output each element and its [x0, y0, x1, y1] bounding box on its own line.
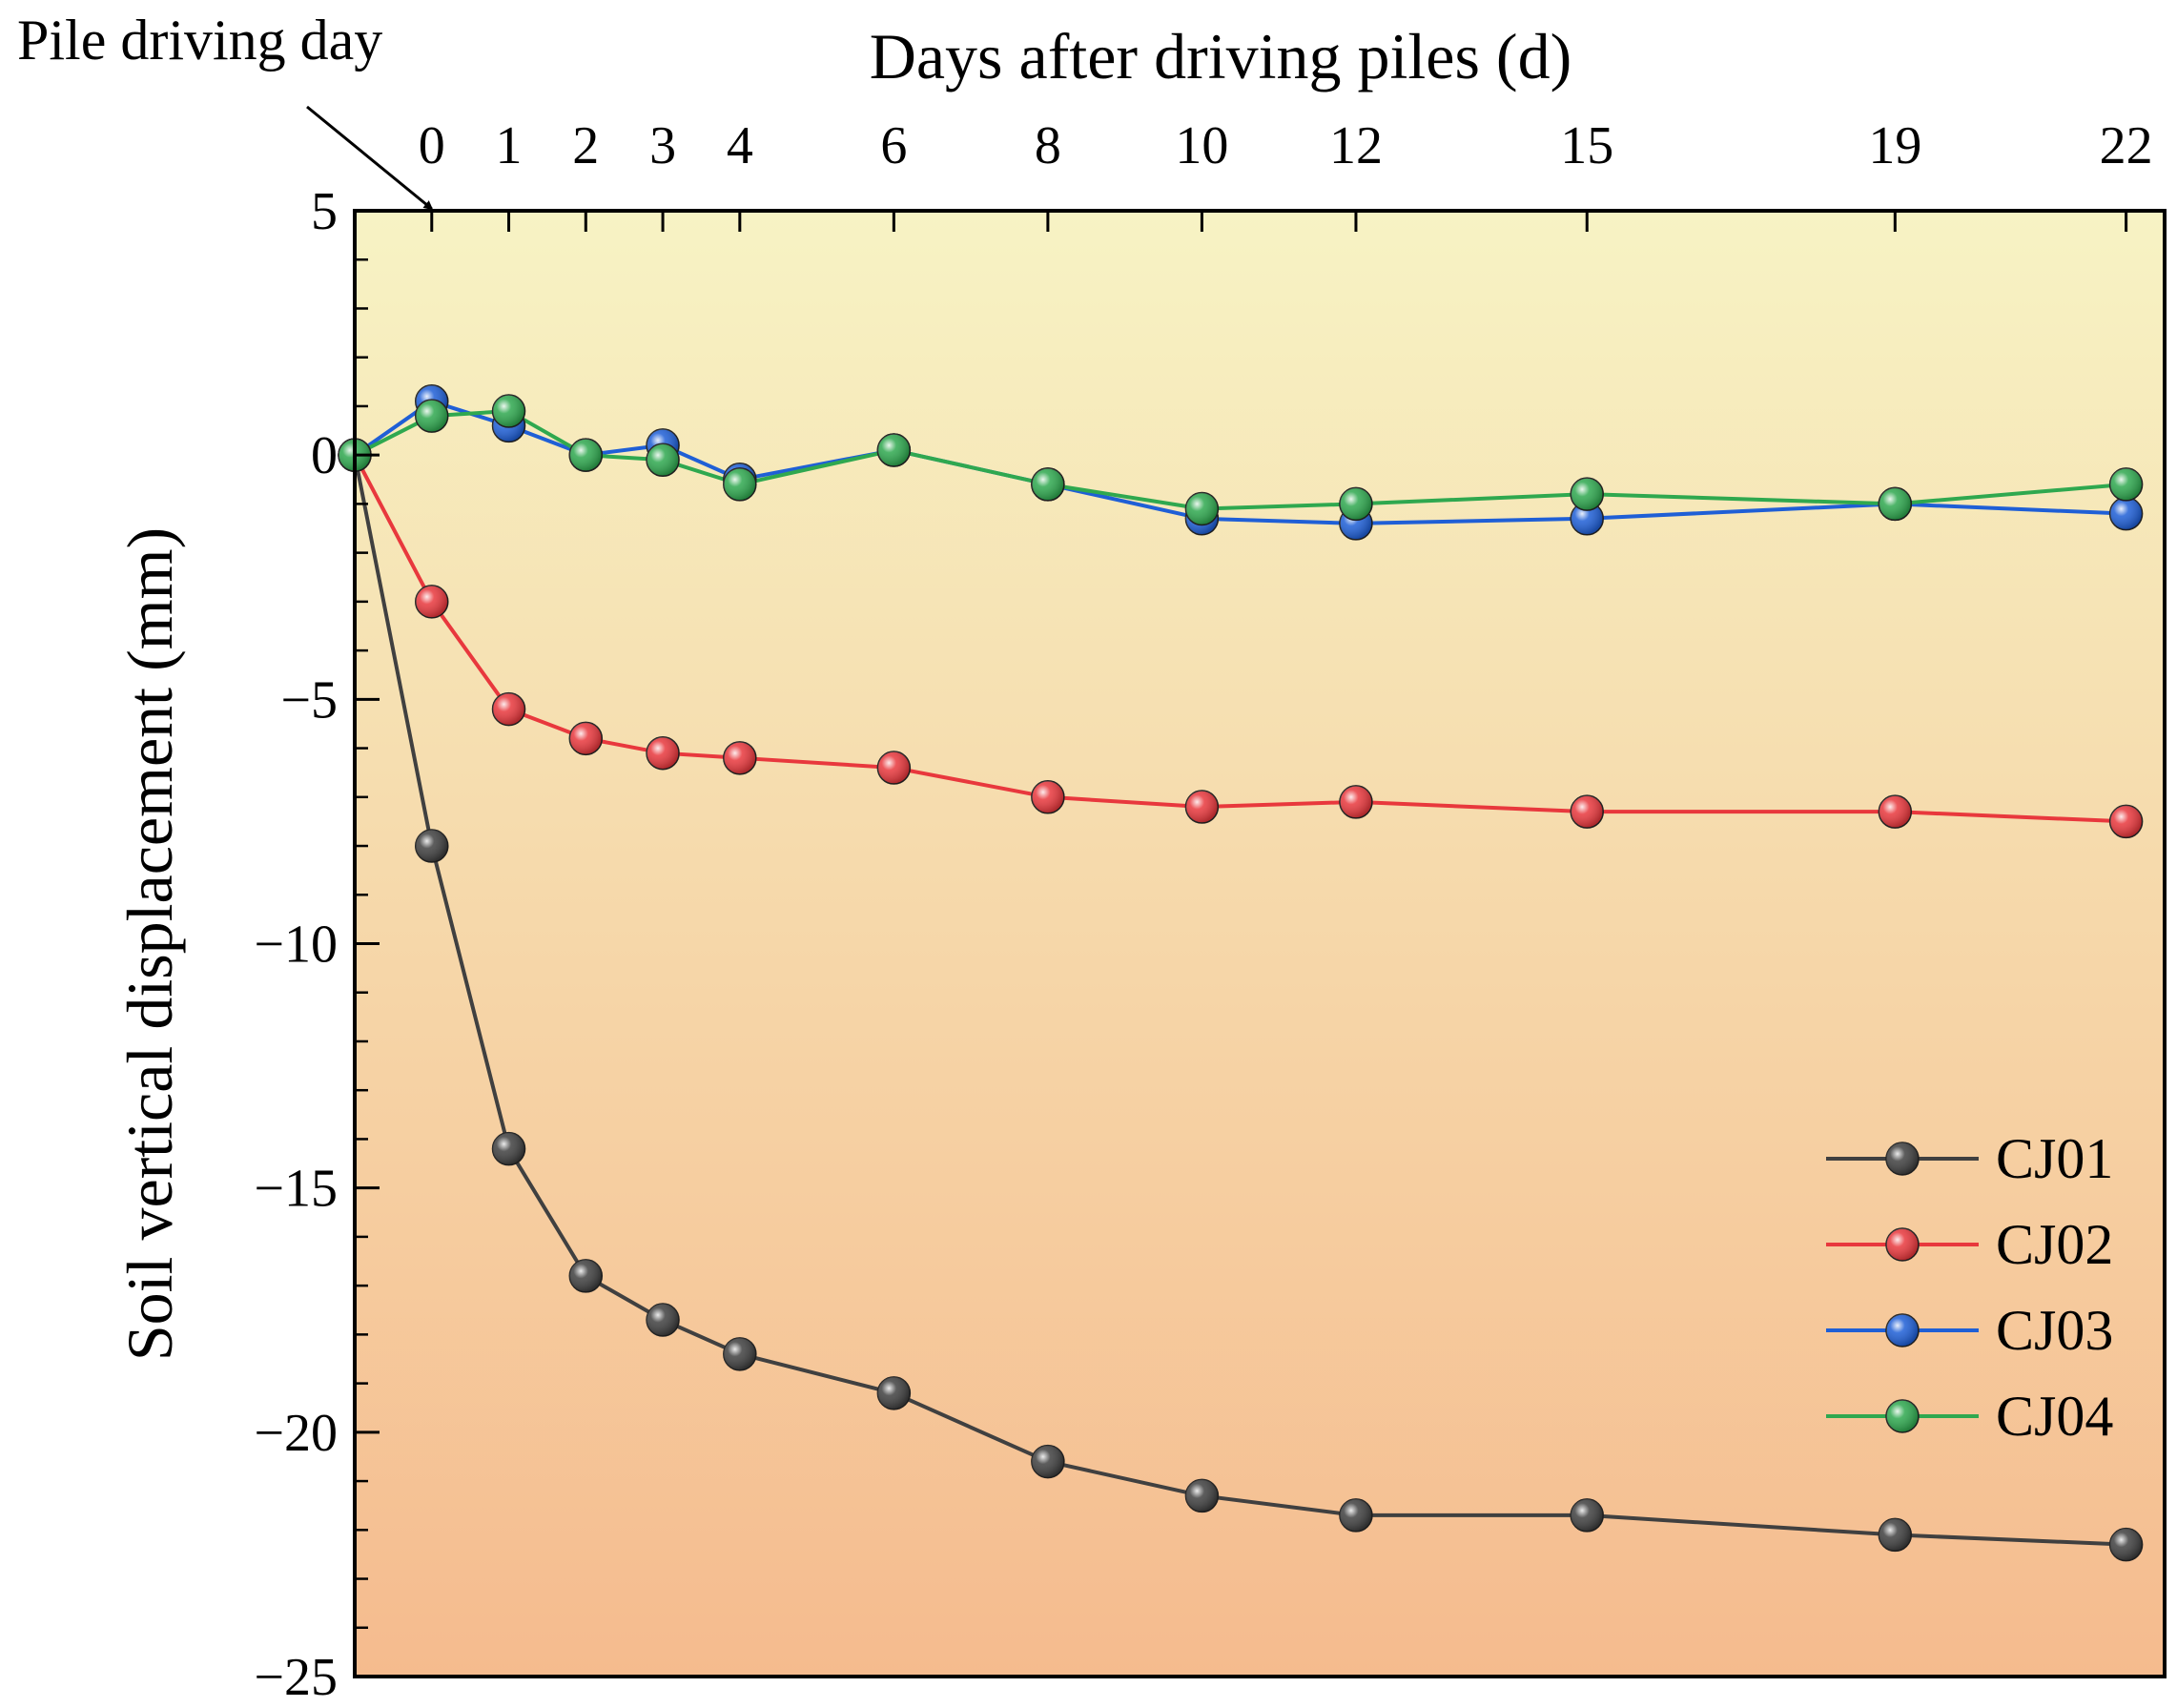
data-point-shine: [647, 1303, 680, 1336]
data-point-shine: [1571, 795, 1604, 829]
data-point-shine: [647, 736, 680, 770]
y-tick-label: −25: [254, 1648, 338, 1707]
x-tick-label: 15: [1560, 116, 1613, 175]
data-point-shine: [877, 751, 911, 785]
legend-label-cj03: CJ03: [1996, 1299, 2113, 1362]
data-point-shine: [415, 830, 448, 863]
data-point-shine: [415, 400, 448, 433]
x-axis: 0 1 2 3 4 6 8 10 12 15 19 22: [419, 116, 2153, 232]
y-tick-label: −15: [254, 1160, 338, 1219]
series-layer: [338, 384, 2144, 1562]
data-point-shine: [569, 439, 603, 472]
data-point-shine: [1185, 791, 1219, 824]
data-point-shine: [569, 722, 603, 755]
data-point-shine: [723, 1337, 756, 1370]
x-tick-label: 19: [1868, 116, 1921, 175]
data-point-shine: [1571, 1498, 1604, 1532]
x-tick-label: 22: [2100, 116, 2153, 175]
data-point-shine: [1571, 478, 1604, 511]
y-tick-label: 5: [311, 182, 338, 241]
y-tick-label: 0: [311, 426, 338, 485]
data-point-shine: [2109, 497, 2143, 530]
data-point-shine: [492, 692, 525, 726]
data-point-shine: [1339, 487, 1372, 521]
pile-driving-day-annotation: Pile driving day: [17, 9, 382, 72]
legend-label-cj04: CJ04: [1996, 1385, 2113, 1448]
data-point-shine: [1571, 502, 1604, 535]
x-tick-label: 2: [572, 116, 599, 175]
y-axis-title: Soil vertical displacement (mm): [113, 527, 186, 1361]
data-point-shine: [1339, 1498, 1372, 1532]
legend: CJ01 CJ02 CJ03 CJ04: [1826, 1127, 2113, 1448]
data-point-shine: [2109, 1528, 2143, 1561]
legend-marker-shine: [1886, 1142, 1919, 1175]
data-point-shine: [1031, 467, 1064, 501]
x-tick-label: 4: [727, 116, 753, 175]
legend-marker-shine: [1886, 1314, 1919, 1347]
x-tick-label: 6: [880, 116, 907, 175]
data-point-shine: [492, 1132, 525, 1165]
legend-marker-shine: [1886, 1228, 1919, 1261]
data-point-shine: [2109, 467, 2143, 501]
legend-label-cj01: CJ01: [1996, 1127, 2113, 1190]
x-tick-label: 12: [1329, 116, 1383, 175]
x-tick-label: 8: [1035, 116, 1061, 175]
x-tick-label: 10: [1175, 116, 1228, 175]
y-tick-label: −5: [280, 670, 338, 730]
data-point-shine: [1031, 1445, 1064, 1478]
data-point-shine: [647, 443, 680, 477]
plot-background: [355, 211, 2165, 1677]
data-point-shine: [1339, 785, 1372, 818]
data-point-shine: [1185, 492, 1219, 525]
data-point-shine: [723, 741, 756, 774]
data-point-shine: [877, 434, 911, 467]
data-point-shine: [723, 467, 756, 501]
y-tick-label: −20: [254, 1404, 338, 1463]
legend-label-cj02: CJ02: [1996, 1213, 2113, 1276]
data-point-shine: [492, 395, 525, 428]
data-point-shine: [415, 585, 448, 618]
data-point-shine: [1879, 795, 1912, 829]
y-tick-label: −10: [254, 916, 338, 975]
data-point-shine: [1031, 780, 1064, 813]
x-tick-label: 3: [649, 116, 676, 175]
series-markers-cj02: [338, 438, 2144, 839]
series-markers-cj04: [338, 394, 2144, 526]
data-point-shine: [569, 1259, 603, 1292]
legend-marker-shine: [1886, 1400, 1919, 1432]
data-point-shine: [2109, 805, 2143, 838]
x-axis-title: Days after driving piles (d): [870, 20, 1571, 93]
x-tick-label: 0: [419, 116, 445, 175]
data-point-shine: [1185, 1479, 1219, 1513]
annotation-arrow: [306, 105, 434, 211]
y-axis: 5 0 −5 −10 −15 −20 −25: [254, 182, 380, 1707]
data-point-shine: [877, 1376, 911, 1410]
x-tick-label: 1: [496, 116, 523, 175]
data-point-shine: [1879, 1518, 1912, 1552]
data-point-shine: [1879, 487, 1912, 521]
